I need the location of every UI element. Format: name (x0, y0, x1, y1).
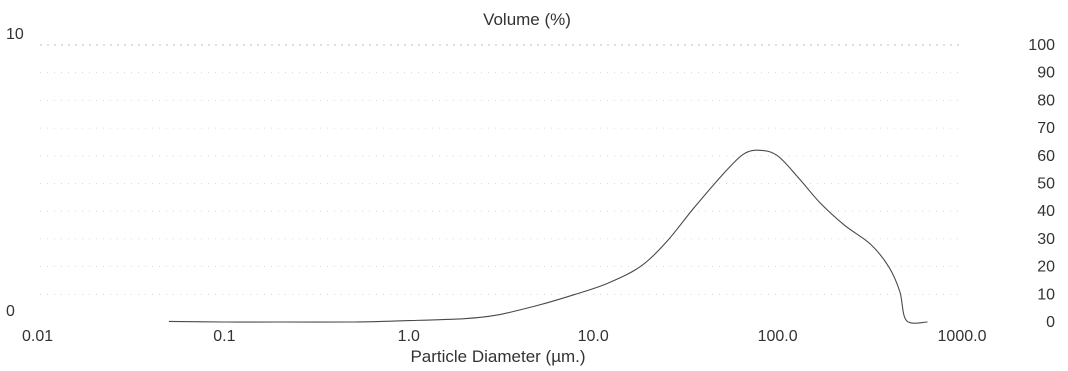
x-tick-label: 10.0 (578, 328, 609, 345)
right-tick-label: 0 (1046, 314, 1055, 331)
gridlines (40, 44, 962, 295)
right-tick-label: 20 (1037, 259, 1055, 276)
x-axis-ticks: 0.01 0.1 1.0 10.0 100.0 1000.0 (22, 328, 987, 345)
right-tick-label: 50 (1037, 176, 1055, 193)
right-tick-label: 100 (1028, 37, 1055, 54)
right-tick-label: 10 (1037, 286, 1055, 303)
left-tick-label: 0 (6, 303, 15, 320)
x-tick-label: 0.1 (213, 328, 235, 345)
chart-title: Volume (%) (483, 10, 571, 29)
right-axis-ticks: 0 10 20 30 40 50 60 70 80 90 100 (1028, 37, 1055, 331)
right-tick-label: 40 (1037, 203, 1055, 220)
left-axis-ticks: 0 10 (6, 26, 24, 320)
right-tick-label: 90 (1037, 65, 1055, 82)
right-tick-label: 30 (1037, 231, 1055, 248)
x-tick-label: 100.0 (758, 328, 798, 345)
right-tick-label: 70 (1037, 120, 1055, 137)
x-tick-label: 1000.0 (938, 328, 987, 345)
left-tick-label: 10 (6, 26, 24, 43)
x-tick-label: 0.01 (22, 328, 53, 345)
right-tick-label: 80 (1037, 92, 1055, 109)
right-tick-label: 60 (1037, 148, 1055, 165)
x-axis-title: Particle Diameter (µm.) (410, 347, 585, 366)
series-line (168, 149, 928, 324)
x-tick-label: 1.0 (398, 328, 420, 345)
